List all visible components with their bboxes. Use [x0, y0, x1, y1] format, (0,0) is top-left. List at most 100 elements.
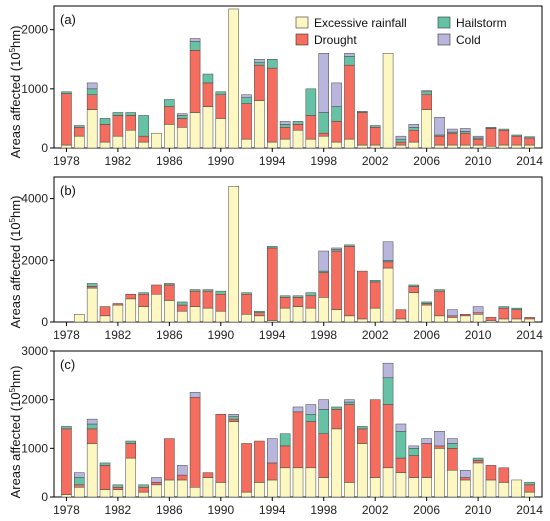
bar-segment-drought — [267, 462, 278, 481]
bar-stack-1998 — [318, 53, 329, 149]
bar-segment-drought — [74, 484, 85, 488]
bar-segment-hailstorm — [408, 284, 420, 287]
bar-segment-hailstorm — [61, 426, 72, 430]
bar-segment-excessive-rainfall — [447, 469, 458, 498]
bar-stack-1990 — [215, 414, 227, 498]
bar-segment-excessive-rainfall — [434, 448, 445, 498]
bar-segment-drought — [498, 130, 510, 146]
bar-segment-hailstorm — [331, 406, 342, 410]
bar-segment-hailstorm — [408, 448, 420, 456]
bar-segment-drought — [447, 132, 458, 146]
bar-segment-drought — [292, 411, 304, 469]
bar-segment-excessive-rainfall — [176, 127, 188, 149]
bar-segment-excessive-rainfall — [74, 314, 85, 323]
bar-stack-2013 — [511, 307, 522, 323]
bar-segment-hailstorm — [395, 138, 407, 143]
bar-stack-2008 — [447, 309, 458, 323]
bar-segment-excessive-rainfall — [254, 315, 265, 323]
x-tick-label: 2006 — [413, 503, 440, 517]
bar-segment-hailstorm — [305, 88, 317, 116]
bar-segment-cold — [189, 38, 201, 42]
bar-segment-cold — [279, 121, 291, 125]
bar-segment-drought — [202, 290, 214, 309]
bar-segment-drought — [305, 295, 317, 309]
bar-segment-cold — [382, 362, 394, 379]
bar-segment-excessive-rainfall — [421, 304, 432, 323]
bar-stack-1983 — [125, 112, 137, 149]
bar-segment-drought — [459, 314, 471, 317]
bar-stack-1981 — [99, 118, 111, 149]
bar-stack-2000 — [344, 53, 355, 149]
bar-segment-excessive-rainfall — [498, 482, 510, 498]
bar-segment-excessive-rainfall — [382, 467, 394, 498]
bar-stack-2000 — [344, 399, 355, 498]
bar-segment-excessive-rainfall — [112, 489, 124, 498]
bar-segment-drought — [189, 50, 201, 113]
bar-segment-excessive-rainfall — [138, 491, 149, 498]
bar-stack-1996 — [292, 121, 304, 149]
bar-segment-drought — [408, 286, 420, 293]
bar-segment-excessive-rainfall — [99, 315, 111, 323]
bar-segment-excessive-rainfall — [318, 297, 329, 323]
bar-segment-excessive-rainfall — [395, 144, 407, 149]
bar-segment-drought — [382, 261, 394, 269]
bar-segment-hailstorm — [99, 462, 111, 466]
bar-segment-cold — [318, 250, 329, 272]
bar-segment-hailstorm — [241, 292, 252, 295]
bar-stack-1993 — [254, 310, 265, 323]
bar-segment-hailstorm — [511, 307, 522, 310]
bar-segment-drought — [369, 127, 381, 146]
bar-stack-1998 — [318, 399, 329, 498]
bar-segment-excessive-rainfall — [164, 124, 175, 149]
bar-segment-hailstorm — [279, 295, 291, 298]
bar-segment-hailstorm — [318, 409, 329, 434]
bar-segment-excessive-rainfall — [202, 477, 214, 498]
bar-segment-hailstorm — [434, 289, 445, 292]
bar-stack-2013 — [511, 479, 522, 498]
bar-stack-1986 — [164, 99, 175, 149]
y-tick-label: 2000 — [21, 23, 48, 37]
bar-segment-drought — [331, 409, 342, 430]
bar-segment-drought — [292, 297, 304, 307]
bar-stack-1992 — [241, 292, 252, 323]
bar-segment-hailstorm — [344, 56, 355, 66]
x-tick-label: 1994 — [259, 503, 286, 517]
bar-segment-cold — [395, 423, 407, 432]
bar-stack-2004 — [395, 135, 407, 149]
bar-segment-excessive-rainfall — [369, 307, 381, 323]
bar-segment-excessive-rainfall — [267, 141, 278, 149]
bar-segment-drought — [305, 115, 317, 140]
bar-segment-drought — [99, 306, 111, 317]
bar-segment-drought — [357, 112, 368, 146]
bar-stack-2009 — [459, 314, 471, 323]
bar-stack-1998 — [318, 250, 329, 323]
bar-segment-drought — [292, 124, 304, 131]
bar-segment-cold — [408, 124, 420, 128]
bar-segment-drought — [305, 421, 317, 469]
bar-segment-excessive-rainfall — [318, 477, 329, 498]
bar-stack-1979 — [74, 314, 85, 323]
y-tick-label: 0 — [41, 141, 48, 155]
bar-segment-excessive-rainfall — [86, 443, 98, 498]
bar-stack-2006 — [421, 438, 432, 498]
bar-segment-drought — [524, 484, 535, 493]
x-tick-label: 1978 — [53, 503, 80, 517]
bar-segment-drought — [434, 445, 445, 449]
bar-segment-cold — [292, 406, 304, 413]
bar-segment-drought — [331, 121, 342, 143]
bar-stack-2011 — [485, 317, 497, 323]
bar-segment-drought — [112, 115, 124, 137]
bar-segment-drought — [138, 135, 149, 143]
panel-label: (a) — [60, 12, 76, 27]
bar-segment-excessive-rainfall — [472, 314, 484, 323]
x-tick-label: 2006 — [413, 328, 440, 342]
y-tick-label: 0 — [41, 490, 48, 504]
bar-stack-1979 — [74, 472, 85, 498]
bar-segment-excessive-rainfall — [369, 477, 381, 498]
bar-segment-drought — [485, 128, 497, 147]
bar-segment-drought — [472, 460, 484, 464]
bar-stack-2003 — [382, 241, 394, 323]
bar-segment-cold — [434, 431, 445, 447]
bar-segment-drought — [164, 284, 175, 301]
bar-segment-drought — [421, 443, 432, 478]
